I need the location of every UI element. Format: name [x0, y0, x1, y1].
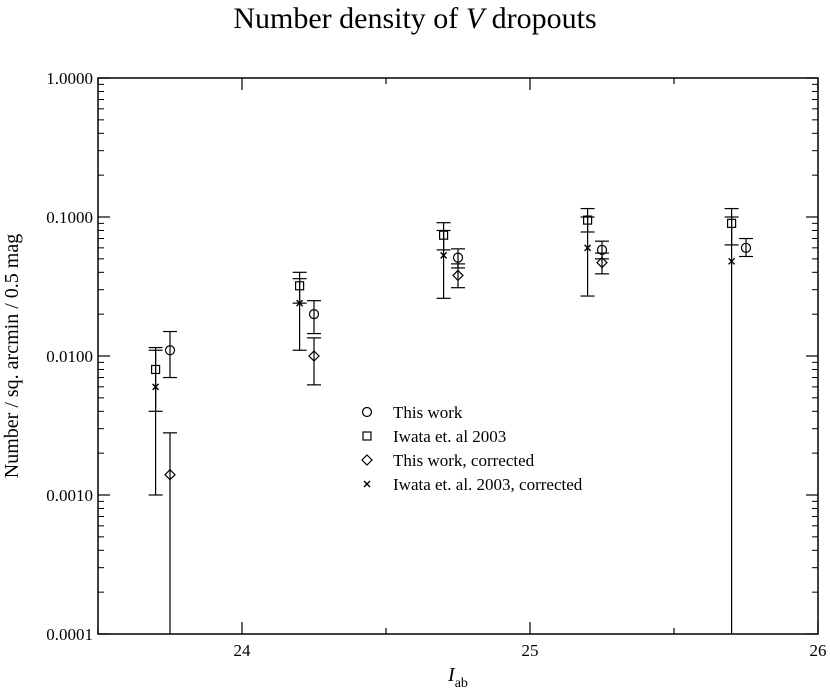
x-axis-label-sub: ab: [455, 676, 468, 691]
ticks-group: 24 25 26 1.0000 0.1000 0.0100 0.0010 0.0001: [46, 69, 826, 660]
data-point: [452, 269, 464, 282]
data-point: [164, 345, 176, 356]
legend: This work Iwata et. al 2003 This work, cor…: [361, 403, 583, 494]
plot-frame: [97, 77, 819, 635]
y-tick-label: 0.0001: [46, 625, 93, 644]
data-point: [740, 242, 752, 253]
legend-marker: [361, 406, 373, 418]
chart-title: Number density of V dropouts: [0, 2, 830, 36]
x-marker-stroke: [728, 257, 736, 265]
x-tick-label: 24: [234, 641, 252, 660]
data-point: [596, 256, 608, 269]
data-point: [440, 251, 448, 259]
plot-frame-group: [97, 77, 819, 635]
data-group: [148, 207, 753, 634]
data-point: [152, 383, 160, 391]
y-tick-label: 0.0010: [46, 486, 93, 505]
title-suffix: dropouts: [484, 2, 597, 35]
legend-label: Iwata et. al. 2003, corrected: [393, 475, 583, 494]
legend-label: Iwata et. al 2003: [393, 427, 506, 446]
data-point: [452, 252, 464, 263]
y-tick-label: 0.1000: [46, 208, 93, 227]
data-point: [308, 350, 320, 362]
y-axis-label: Number / sq. arcmin / 0.5 mag: [1, 234, 23, 478]
x-marker-stroke: [152, 383, 160, 391]
legend-entry-3: Iwata et. al. 2003, corrected: [363, 475, 583, 494]
x-marker-stroke: [296, 299, 304, 307]
series-3: [148, 216, 739, 634]
legend-entry-1: Iwata et. al 2003: [362, 427, 506, 446]
legend-marker: [362, 431, 372, 441]
x-marker-stroke: [440, 251, 448, 259]
legend-entry-0: This work: [361, 403, 463, 422]
data-point: [728, 257, 736, 265]
x-marker-stroke: [584, 244, 592, 252]
data-point: [308, 309, 320, 320]
data-point: [164, 468, 176, 481]
data-point: [296, 299, 304, 307]
legend-marker: [363, 480, 371, 488]
legend-entry-2: This work, corrected: [361, 451, 535, 470]
x-axis-label: Iab: [447, 664, 468, 691]
y-tick-label: 1.0000: [46, 69, 93, 88]
title-italic-v: V: [465, 2, 485, 35]
x-marker-stroke: [363, 480, 371, 488]
series-2: [163, 252, 609, 634]
x-tick-label: 26: [810, 641, 827, 660]
series-0: [163, 237, 753, 379]
data-point: [584, 244, 592, 252]
x-tick-label: 25: [522, 641, 539, 660]
title-prefix: Number density of: [233, 2, 466, 35]
legend-marker: [361, 454, 373, 466]
legend-label: This work: [393, 403, 463, 422]
x-axis-label-main: I: [447, 664, 456, 686]
legend-label: This work, corrected: [393, 451, 535, 470]
y-tick-label: 0.0100: [46, 347, 93, 366]
